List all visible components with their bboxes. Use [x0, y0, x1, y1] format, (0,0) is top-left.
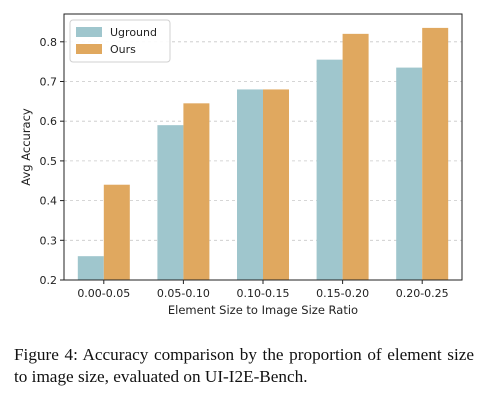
bar-uground-4 [396, 67, 423, 280]
x-tick-label: 0.05-0.10 [157, 287, 210, 300]
x-tick-label: 0.15-0.20 [316, 287, 369, 300]
y-axis-title: Avg Accuracy [19, 108, 33, 186]
figure-caption: Figure 4: Accuracy comparison by the pro… [14, 345, 474, 386]
x-tick-label: 0.20-0.25 [396, 287, 449, 300]
bar-uground-1 [157, 125, 184, 280]
x-tick-label: 0.10-0.15 [237, 287, 290, 300]
x-axis-title: Element Size to Image Size Ratio [168, 303, 358, 317]
legend-label-uground: Uground [110, 26, 157, 39]
bar-ours-3 [342, 33, 369, 281]
chart: 0.2 0.3 0.4 0.5 0.6 0.7 0.8 0.00-0.05 0.05-0.10… [19, 13, 463, 317]
bars [77, 27, 449, 281]
y-tick-label: 0.4 [40, 195, 58, 208]
y-tick-label: 0.3 [40, 234, 58, 247]
bar-ours-0 [103, 184, 130, 280]
legend-label-ours: Ours [110, 43, 136, 56]
bar-ours-1 [183, 103, 210, 280]
legend: Uground Ours [69, 19, 171, 63]
y-axis: 0.2 0.3 0.4 0.5 0.6 0.7 0.8 [40, 36, 64, 287]
bar-ours-4 [422, 27, 449, 280]
bar-uground-3 [316, 59, 343, 281]
legend-swatch-uground [76, 27, 102, 37]
y-tick-label: 0.7 [40, 75, 58, 88]
y-tick-label: 0.6 [40, 115, 58, 128]
y-tick-label: 0.5 [40, 155, 58, 168]
y-tick-label: 0.2 [40, 274, 58, 287]
x-axis: 0.00-0.05 0.05-0.10 0.10-0.15 0.15-0.20 0.20… [77, 280, 449, 300]
bar-uground-2 [237, 89, 263, 281]
x-tick-label: 0.00-0.05 [77, 287, 130, 300]
bar-ours-2 [263, 89, 289, 281]
bar-uground-0 [77, 256, 104, 280]
y-tick-label: 0.8 [40, 36, 58, 49]
legend-swatch-ours [76, 44, 102, 54]
